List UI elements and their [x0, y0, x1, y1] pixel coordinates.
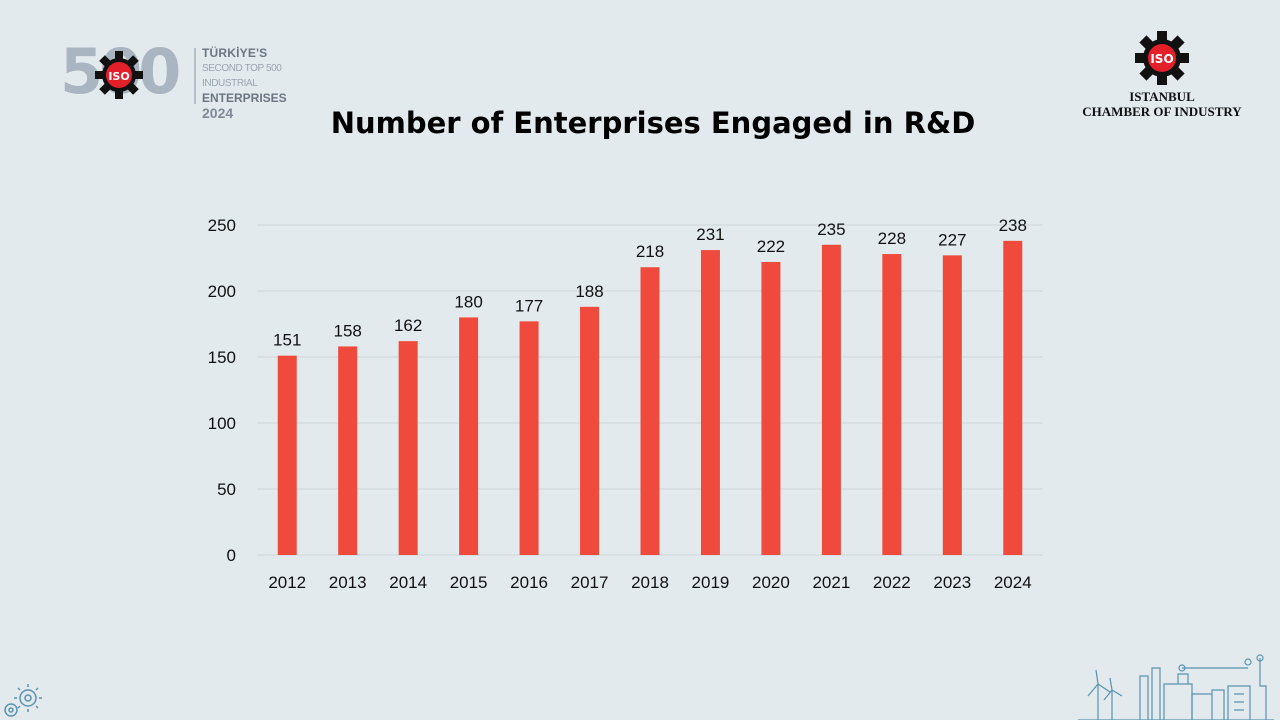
x-tick-label: 2012 [268, 573, 306, 592]
logo-divider [194, 48, 196, 104]
chamber-name-line-1: ISTANBUL [1129, 89, 1195, 104]
logo-emblem-text: ISO [108, 70, 129, 83]
chart-title: Number of Enterprises Engaged in R&D [330, 106, 976, 140]
data-label: 222 [757, 237, 785, 256]
x-tick-label: 2023 [933, 573, 971, 592]
chamber-emblem-text: ISO [1150, 52, 1173, 66]
x-tick-label: 2015 [450, 573, 488, 592]
data-label: 188 [575, 282, 603, 301]
top-500-logo: 500 ISO TÜRKİYE'S SECOND TOP 500 INDUSTR… [60, 40, 320, 121]
x-tick-label: 2013 [329, 573, 367, 592]
data-label: 158 [334, 321, 362, 340]
bar [700, 250, 720, 555]
y-tick-label: 50 [217, 480, 236, 499]
x-tick-label: 2020 [752, 573, 790, 592]
x-tick-label: 2021 [812, 573, 850, 592]
data-label: 218 [636, 242, 664, 261]
y-tick-label: 150 [208, 348, 236, 367]
x-tick-label: 2022 [873, 573, 911, 592]
chamber-name-line-2: CHAMBER OF INDUSTRY [1082, 104, 1242, 119]
bar [580, 306, 600, 555]
x-tick-label: 2024 [994, 573, 1032, 592]
logo-line-3: ENTERPRISES [202, 91, 287, 105]
y-tick-label: 0 [227, 546, 236, 565]
x-tick-label: 2017 [571, 573, 609, 592]
bar [1003, 240, 1023, 555]
chamber-gear-icon: ISO [1135, 31, 1189, 85]
bar [761, 261, 781, 555]
bar [640, 267, 660, 555]
data-label: 235 [817, 220, 845, 239]
data-label: 177 [515, 296, 543, 315]
bar [338, 346, 358, 555]
bar [821, 244, 841, 556]
x-tick-label: 2016 [510, 573, 548, 592]
data-label: 231 [696, 225, 724, 244]
x-tick-label: 2018 [631, 573, 669, 592]
iso-emblem-icon: ISO [95, 51, 143, 99]
data-label: 238 [999, 216, 1027, 235]
y-tick-label: 200 [208, 282, 236, 301]
istanbul-chamber-logo: ISO ISTANBUL CHAMBER OF INDUSTRY [1070, 30, 1254, 119]
bar [398, 341, 418, 555]
data-label: 151 [273, 331, 301, 350]
bar [882, 254, 902, 556]
factory-skyline-icon [1078, 654, 1274, 720]
data-label: 227 [938, 230, 966, 249]
y-tick-label: 100 [208, 414, 236, 433]
data-label: 180 [454, 292, 482, 311]
x-tick-label: 2019 [692, 573, 730, 592]
bar [942, 255, 962, 556]
x-tick-label: 2014 [389, 573, 427, 592]
gear-decoration-icon [4, 684, 42, 717]
bar [459, 317, 479, 555]
data-label: 162 [394, 316, 422, 335]
bar [519, 321, 539, 555]
logo-line-4: 2024 [202, 105, 234, 121]
data-label: 228 [878, 229, 906, 248]
logo-line-2: SECOND TOP 500 INDUSTRIAL [202, 63, 282, 89]
y-tick-label: 250 [208, 216, 236, 235]
bar [277, 355, 297, 555]
logo-line-1: TÜRKİYE'S [202, 46, 268, 60]
